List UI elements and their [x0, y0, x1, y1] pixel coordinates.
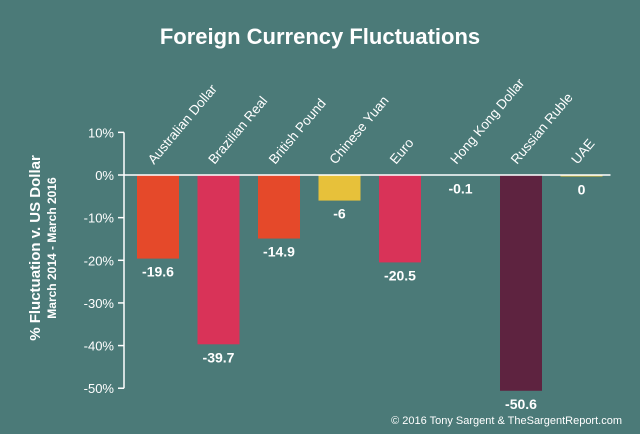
y-axis-ticks: 10% 0% -10% -20% -30% -40% -50%: [84, 125, 124, 396]
y-axis-label: % Fluctuation v. US Dollar: [27, 155, 44, 341]
bar-australian-dollar: [137, 175, 179, 259]
category-label: Euro: [387, 135, 417, 166]
y-axis-sublabel: March 2014 - March 2016: [45, 177, 59, 319]
category-label: British Pound: [266, 96, 329, 167]
y-tick-label: -50%: [84, 381, 115, 396]
credit-text: © 2016 Tony Sargent & TheSargentReport.c…: [391, 415, 622, 427]
y-axis-label-group: % Fluctuation v. US Dollar March 2014 - …: [27, 155, 59, 341]
bar-british-pound: [258, 175, 300, 239]
y-tick-label: -20%: [84, 253, 115, 268]
y-tick-label: -40%: [84, 339, 115, 354]
bars: [137, 175, 603, 391]
data-label: 0: [578, 182, 586, 198]
category-label: Chinese Yuan: [326, 93, 391, 167]
data-labels: -19.6 -39.7 -14.9 -6 -20.5 -0.1 -50.6 0: [142, 180, 586, 411]
bar-chinese-yuan: [318, 175, 361, 201]
category-label: Russian Ruble: [508, 90, 576, 167]
data-label: -50.6: [505, 396, 537, 412]
data-label: -19.6: [142, 264, 174, 280]
y-tick-label: 10%: [88, 125, 114, 140]
bar-euro: [379, 175, 421, 263]
category-label: Brazilian Real: [205, 93, 270, 166]
bar-russian-ruble: [500, 175, 542, 391]
chart-title: Foreign Currency Fluctuations: [160, 24, 480, 49]
y-tick-label: -30%: [84, 296, 115, 311]
data-label: -6: [333, 206, 346, 222]
data-label: -20.5: [384, 267, 416, 283]
y-tick-label: -10%: [84, 211, 115, 226]
data-label: -14.9: [263, 244, 295, 260]
bar-brazilian-real: [197, 175, 240, 345]
category-label: UAE: [568, 136, 597, 167]
data-label: -39.7: [203, 349, 235, 365]
y-tick-label: 0%: [95, 168, 114, 183]
data-label: -0.1: [448, 180, 472, 196]
